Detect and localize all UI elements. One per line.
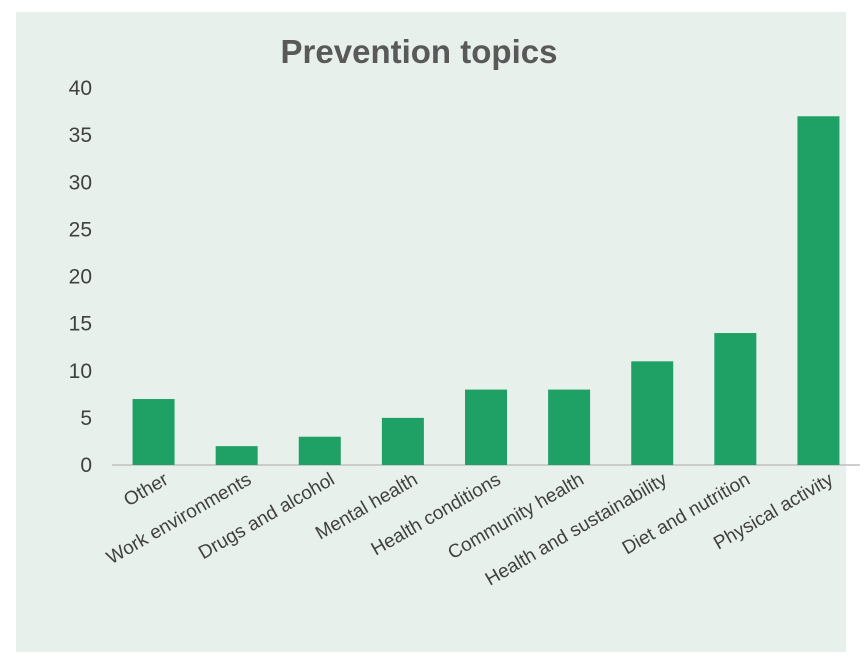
y-tick-label: 20 (69, 266, 92, 289)
bar (465, 389, 507, 465)
y-tick-label: 30 (69, 171, 92, 194)
bars (132, 116, 840, 466)
bar (631, 361, 674, 465)
bar (548, 389, 591, 465)
bar (132, 399, 175, 465)
y-tick-label: 0 (80, 454, 92, 477)
y-tick-label: 35 (69, 124, 92, 147)
y-tick-label: 40 (69, 77, 92, 100)
category-label: Other (120, 469, 172, 511)
chart-title: Prevention topics (281, 33, 558, 70)
y-tick-label: 5 (80, 407, 92, 430)
bar (381, 417, 424, 465)
category-label: Work environments (103, 469, 255, 569)
category-label: Community health (445, 469, 588, 564)
bar (298, 436, 341, 465)
y-tick-label: 25 (69, 218, 92, 241)
bar (797, 116, 840, 466)
y-axis-ticks: 0 5 10 15 20 25 30 35 40 (69, 77, 92, 477)
category-label: Drugs and alcohol (195, 469, 338, 564)
chart-area (16, 12, 846, 652)
bar (215, 446, 258, 465)
y-tick-label: 10 (69, 360, 92, 383)
bar (714, 333, 757, 465)
y-tick-label: 15 (69, 313, 92, 336)
